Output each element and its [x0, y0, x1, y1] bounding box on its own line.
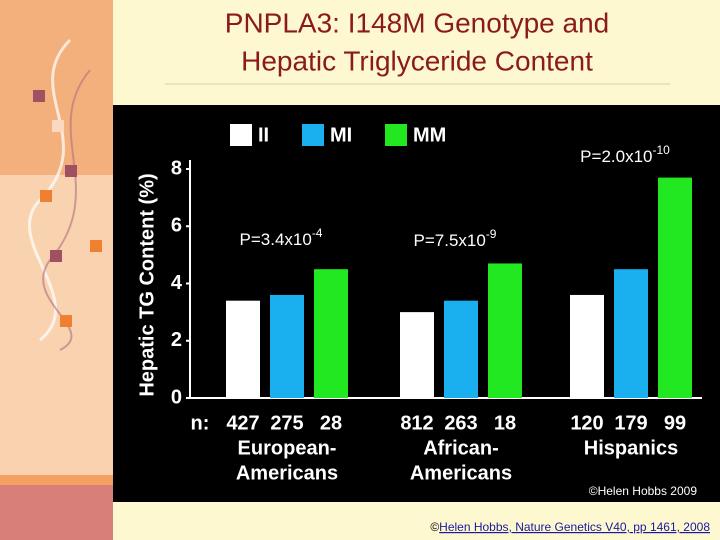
n-value: 275 — [270, 412, 303, 434]
chart-credit: ©Helen Hobbs 2009 — [589, 484, 698, 498]
x-tick-label: European- — [238, 437, 337, 459]
side-band — [0, 175, 113, 475]
decor-square — [50, 250, 62, 262]
footer: ©Helen Hobbs, Nature Genetics V40, pp 14… — [430, 520, 710, 534]
n-value: 28 — [320, 412, 342, 434]
p-value: P=7.5x10-9 — [414, 227, 497, 250]
p-value: P=2.0x10-10 — [580, 143, 670, 166]
p-value-base: P=2.0x10 — [580, 147, 652, 166]
y-tick-label: 4 — [171, 272, 183, 294]
bar — [400, 312, 434, 398]
legend-label: MM — [413, 124, 446, 146]
bar — [226, 300, 260, 398]
n-value: 99 — [664, 412, 686, 434]
x-tick-label: Hispanics — [584, 437, 678, 459]
n-value: 179 — [614, 412, 647, 434]
bar — [444, 300, 478, 398]
title: Hepatic Triglyceride Content — [241, 45, 593, 76]
p-value-base: P=3.4x10 — [240, 230, 312, 249]
y-tick-label: 0 — [171, 386, 182, 408]
bar — [614, 269, 648, 398]
p-value-exponent: -4 — [312, 226, 323, 240]
y-tick-label: 6 — [171, 215, 182, 237]
side-band — [0, 0, 113, 175]
legend-label: II — [258, 124, 269, 146]
x-tick-label: Americans — [236, 462, 338, 484]
y-tick-label: 8 — [171, 157, 182, 179]
title: PNPLA3: I148M Genotype and — [225, 7, 609, 38]
legend-swatch — [230, 124, 252, 146]
bar — [488, 263, 522, 398]
x-tick-label: Americans — [410, 462, 512, 484]
decor-square — [65, 165, 77, 177]
decor-square — [90, 240, 102, 252]
y-axis-label: Hepatic TG Content (%) — [136, 173, 158, 396]
decor-square — [52, 120, 64, 132]
n-value: 120 — [570, 412, 603, 434]
decor-square — [33, 90, 45, 102]
bar — [270, 294, 304, 398]
decor-square — [40, 190, 52, 202]
legend-label: MI — [330, 124, 352, 146]
bar — [314, 269, 348, 398]
footer-link[interactable]: Helen Hobbs, Nature Genetics V40, pp 146… — [439, 520, 710, 534]
p-value-exponent: -9 — [486, 227, 497, 241]
p-value: P=3.4x10-4 — [240, 226, 323, 249]
legend-swatch — [385, 124, 407, 146]
x-tick-label: African- — [423, 437, 499, 459]
bar — [658, 177, 692, 398]
decor-square — [60, 315, 72, 327]
n-value: 18 — [494, 412, 516, 434]
y-tick-label: 2 — [171, 329, 182, 351]
p-value-base: P=7.5x10 — [414, 231, 486, 250]
n-value: 427 — [226, 412, 259, 434]
n-value: 812 — [400, 412, 433, 434]
side-band — [0, 475, 113, 485]
bar — [570, 294, 604, 398]
p-value-exponent: -10 — [652, 143, 670, 157]
legend-swatch — [302, 124, 324, 146]
side-pattern — [0, 485, 113, 540]
footer-symbol: © — [430, 520, 439, 534]
n-label: n: — [191, 412, 210, 434]
n-value: 263 — [444, 412, 477, 434]
